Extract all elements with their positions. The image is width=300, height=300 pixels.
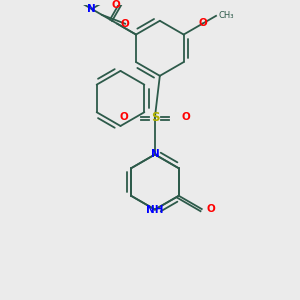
Text: O: O <box>198 18 207 28</box>
Text: O: O <box>120 112 128 122</box>
Text: O: O <box>120 19 129 29</box>
Text: N: N <box>151 149 159 160</box>
Text: NH: NH <box>146 205 164 214</box>
Text: CH₃: CH₃ <box>219 11 235 20</box>
Text: O: O <box>207 204 215 214</box>
Text: S: S <box>151 111 159 124</box>
Text: O: O <box>111 0 120 10</box>
Text: O: O <box>182 112 190 122</box>
Text: N: N <box>87 4 96 14</box>
